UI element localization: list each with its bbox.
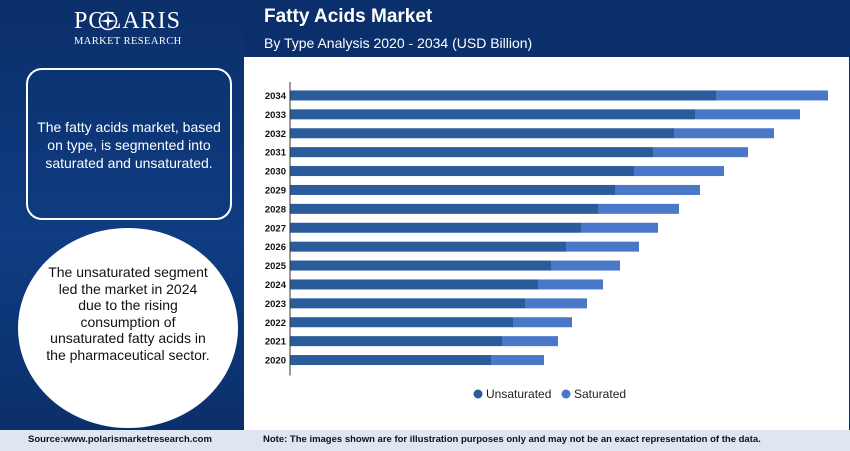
- year-tick-label: 2020: [265, 356, 286, 367]
- year-tick-label: 2022: [265, 318, 286, 329]
- year-tick-label: 2030: [265, 167, 286, 178]
- bar-unsaturated-2021: [290, 336, 502, 347]
- source-text: Source:www.polarismarketresearch.com: [28, 434, 212, 445]
- year-tick-label: 2024: [265, 280, 287, 291]
- bar-unsaturated-2031: [290, 147, 653, 158]
- chart-header: Fatty Acids Market By Type Analysis 2020…: [244, 0, 850, 57]
- bar-unsaturated-2029: [290, 184, 615, 195]
- logo-tagline: MARKET RESEARCH: [74, 36, 182, 47]
- bar-saturated-2024: [538, 279, 603, 290]
- bar-saturated-2020: [491, 355, 544, 366]
- year-tick-label: 2034: [265, 91, 287, 102]
- bar-unsaturated-2033: [290, 109, 695, 120]
- bar-saturated-2029: [615, 184, 700, 195]
- year-tick-label: 2028: [265, 204, 286, 215]
- year-tick-label: 2031: [265, 148, 287, 159]
- bar-saturated-2021: [502, 336, 558, 347]
- year-tick-label: 2033: [265, 110, 286, 121]
- bar-unsaturated-2026: [290, 241, 566, 252]
- legend-label-saturated: Saturated: [574, 387, 626, 401]
- year-tick-label: 2023: [265, 299, 286, 310]
- disclaimer-note: Note: The images shown are for illustrat…: [263, 434, 761, 445]
- bar-unsaturated-2027: [290, 222, 581, 233]
- bar-chart: 2034 2033 2032 2031 2030 2029 2028 2027 2026 2025…: [265, 82, 828, 401]
- legend-label-unsaturated: Unsaturated: [486, 387, 551, 401]
- bar-saturated-2023: [525, 298, 587, 309]
- bar-saturated-2025: [551, 260, 620, 271]
- bar-saturated-2031: [653, 147, 748, 158]
- sidebar: POLARIS MARKET RESEARCH The fatty acids …: [0, 0, 244, 430]
- bar-saturated-2033: [695, 109, 800, 120]
- year-tick-label: 2021: [265, 337, 287, 348]
- bar-saturated-2028: [598, 203, 679, 214]
- bar-unsaturated-2032: [290, 128, 674, 139]
- page-title: Fatty Acids Market: [264, 6, 433, 27]
- chart-area: 2034 2033 2032 2031 2030 2029 2028 2027 2026 2025…: [244, 57, 850, 430]
- legend-marker-unsaturated: [473, 389, 483, 399]
- bar-unsaturated-2034: [290, 90, 716, 101]
- star-icon: [98, 11, 118, 31]
- bar-saturated-2026: [566, 241, 639, 252]
- year-tick-label: 2027: [265, 223, 286, 234]
- bar-unsaturated-2022: [290, 317, 513, 328]
- year-tick-label: 2029: [265, 185, 286, 196]
- bar-saturated-2027: [581, 222, 658, 233]
- bar-saturated-2034: [716, 90, 828, 101]
- highlight-circle: The unsaturated segment led the market i…: [18, 228, 238, 428]
- page-subtitle: By Type Analysis 2020 - 2034 (USD Billio…: [264, 35, 533, 51]
- year-tick-label: 2025: [265, 261, 287, 272]
- bar-unsaturated-2030: [290, 166, 634, 177]
- bar-unsaturated-2025: [290, 260, 551, 271]
- bar-unsaturated-2020: [290, 355, 491, 366]
- segment-info-box: The fatty acids market, based on type, i…: [26, 68, 232, 220]
- bar-unsaturated-2028: [290, 203, 598, 214]
- bar-saturated-2022: [513, 317, 572, 328]
- bar-unsaturated-2024: [290, 279, 538, 290]
- logo-name: POLARIS: [74, 8, 182, 34]
- year-tick-label: 2026: [265, 242, 286, 253]
- year-tick-label: 2032: [265, 129, 286, 140]
- bar-unsaturated-2023: [290, 298, 525, 309]
- bar-saturated-2032: [674, 128, 774, 139]
- legend-marker-saturated: [561, 389, 571, 399]
- footer: Source:www.polarismarketresearch.com Not…: [0, 430, 850, 451]
- polaris-logo: POLARIS MARKET RESEARCH: [74, 8, 184, 54]
- bar-saturated-2030: [634, 166, 724, 177]
